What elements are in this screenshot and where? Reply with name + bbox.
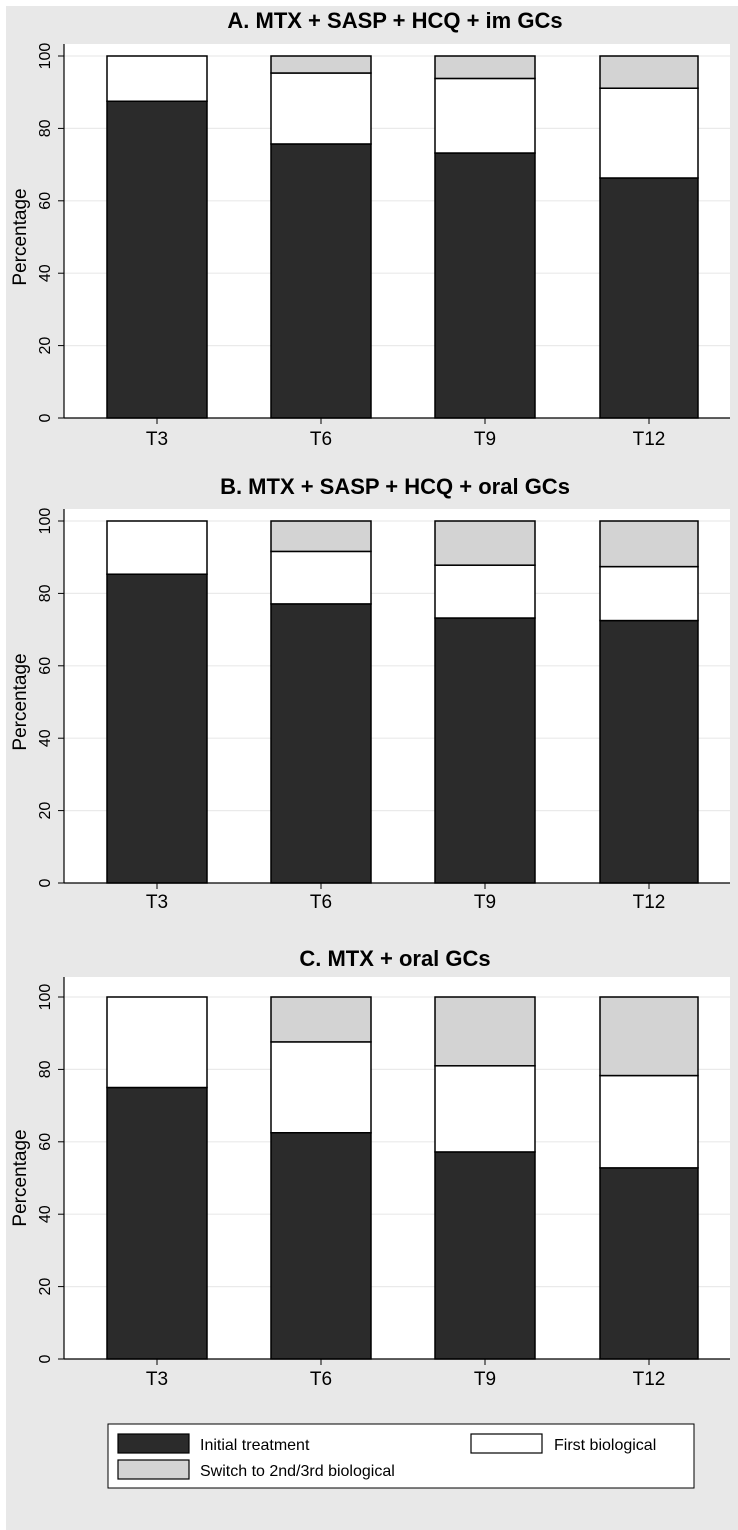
legend-label-switch-biological: Switch to 2nd/3rd biological — [200, 1463, 395, 1480]
y-axis-title: Percentage — [10, 653, 31, 750]
x-tick-label: T6 — [310, 429, 332, 450]
chart-title: C. MTX + oral GCs — [299, 946, 490, 971]
bar-segment-first-biological — [270, 550, 372, 605]
bar-segment-initial-treatment — [434, 1151, 536, 1360]
y-tick-label: 20 — [37, 1278, 54, 1296]
y-tick-label: 100 — [37, 984, 54, 1011]
bar-segment-switch-biological — [599, 996, 699, 1077]
bar-segment-first-biological — [599, 1074, 699, 1169]
y-tick-label: 0 — [37, 1354, 54, 1363]
chart-title: B. MTX + SASP + HCQ + oral GCs — [220, 474, 570, 499]
y-axis-title: Percentage — [10, 188, 31, 285]
bar-segment-initial-treatment — [599, 619, 699, 884]
y-tick-label: 60 — [37, 657, 54, 675]
legend-label-initial-treatment: Initial treatment — [200, 1437, 310, 1454]
x-tick-label: T12 — [633, 429, 666, 450]
bar-segment-initial-treatment — [434, 152, 536, 419]
bar-segment-initial-treatment — [599, 177, 699, 419]
legend-box — [107, 1423, 695, 1489]
x-tick-label: T9 — [474, 1369, 496, 1390]
x-tick-label: T12 — [633, 892, 666, 913]
y-tick-label: 0 — [37, 878, 54, 887]
y-tick-label: 60 — [37, 1133, 54, 1151]
chart-panel-a: A. MTX + SASP + HCQ + im GCs 0 20 40 60 80 100… — [10, 8, 730, 450]
bar-segment-first-biological — [106, 55, 208, 102]
y-tick-label: 40 — [37, 729, 54, 747]
bar-segment-initial-treatment — [106, 1086, 208, 1360]
y-tick-label: 80 — [37, 1060, 54, 1078]
bar-segment-first-biological — [434, 564, 536, 619]
bar-segment-first-biological — [599, 565, 699, 622]
y-axis-title: Percentage — [10, 1129, 31, 1226]
y-tick-label: 20 — [37, 337, 54, 355]
bar-segment-initial-treatment — [599, 1167, 699, 1360]
bar-segment-initial-treatment — [270, 143, 372, 419]
legend-swatch-first-biological — [470, 1433, 543, 1454]
legend-label-first-biological: First biological — [554, 1437, 656, 1454]
bar-segment-first-biological — [599, 87, 699, 179]
bar-segment-switch-biological — [434, 520, 536, 566]
bar-segment-first-biological — [270, 1041, 372, 1134]
y-tick-label: 80 — [37, 584, 54, 602]
legend: Initial treatment First biological Switch … — [107, 1423, 695, 1489]
y-tick-label: 20 — [37, 802, 54, 820]
x-tick-label: T9 — [474, 429, 496, 450]
y-tick-label: 40 — [37, 264, 54, 282]
bar-segment-initial-treatment — [106, 100, 208, 419]
bar-segment-initial-treatment — [434, 617, 536, 884]
y-tick-label: 60 — [37, 192, 54, 210]
y-tick-label: 0 — [37, 413, 54, 422]
y-tick-label: 100 — [37, 508, 54, 535]
x-tick-label: T3 — [146, 892, 168, 913]
bar-segment-first-biological — [434, 1065, 536, 1153]
bar-segment-initial-treatment — [270, 603, 372, 884]
bar-segment-first-biological — [106, 996, 208, 1089]
bar-segment-switch-biological — [599, 520, 699, 568]
y-tick-label: 100 — [37, 43, 54, 70]
y-tick-label: 80 — [37, 119, 54, 137]
bar-segment-switch-biological — [270, 55, 372, 74]
bar-segment-switch-biological — [434, 55, 536, 80]
x-tick-label: T3 — [146, 429, 168, 450]
y-tick-label: 40 — [37, 1205, 54, 1223]
bar-segment-initial-treatment — [106, 573, 208, 884]
bar-segment-switch-biological — [270, 996, 372, 1043]
bar-segment-first-biological — [106, 520, 208, 575]
chart-panel-c: C. MTX + oral GCs 0 20 40 60 80 100 T3 T6 T9 T12 Pe… — [10, 946, 730, 1390]
chart-panel-b: B. MTX + SASP + HCQ + oral GCs 0 20 40 60 80 1… — [10, 474, 730, 913]
x-tick-label: T6 — [310, 1369, 332, 1390]
bar-segment-initial-treatment — [270, 1132, 372, 1360]
x-tick-label: T9 — [474, 892, 496, 913]
chart-title: A. MTX + SASP + HCQ + im GCs — [227, 8, 562, 33]
bar-segment-switch-biological — [270, 520, 372, 553]
x-tick-label: T12 — [633, 1369, 666, 1390]
bar-segment-switch-biological — [434, 996, 536, 1067]
bar-segment-first-biological — [434, 77, 536, 154]
bar-segment-first-biological — [270, 72, 372, 145]
legend-swatch-initial-treatment — [117, 1433, 190, 1454]
x-tick-label: T6 — [310, 892, 332, 913]
legend-swatch-switch-biological — [117, 1459, 190, 1480]
bar-segment-switch-biological — [599, 55, 699, 89]
x-tick-label: T3 — [146, 1369, 168, 1390]
